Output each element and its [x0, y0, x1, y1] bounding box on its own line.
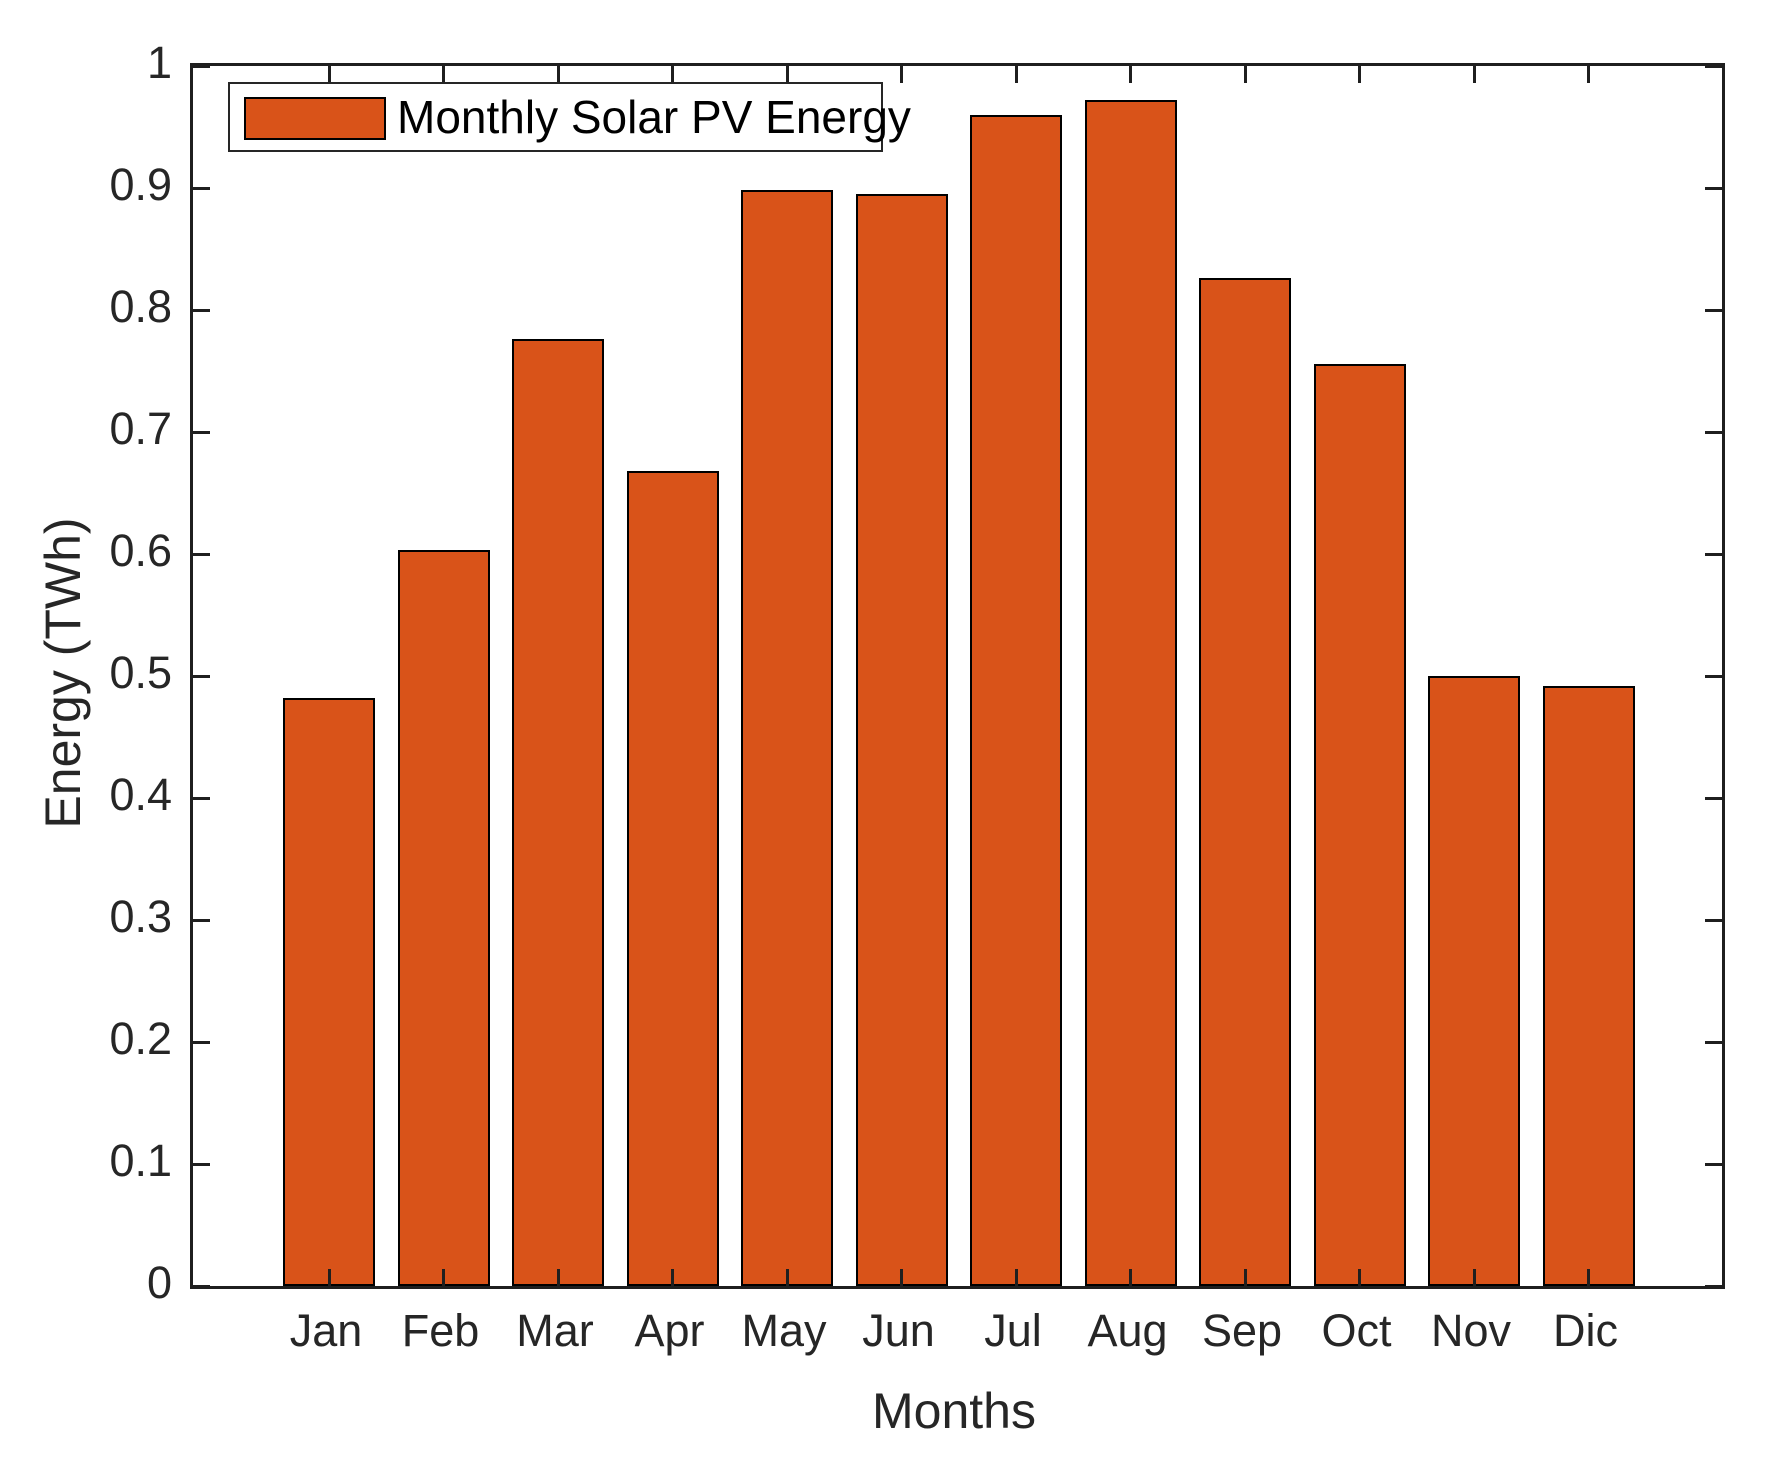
bar-nov — [1428, 676, 1520, 1286]
x-tick-top-may — [785, 66, 789, 83]
x-tick-top-jun — [900, 66, 903, 83]
x-axis-title: Months — [872, 1383, 1036, 1439]
y-tick-left-0.3 — [193, 918, 210, 922]
legend: Monthly Solar PV Energy — [228, 82, 911, 152]
y-tick-right-0.3 — [1705, 918, 1722, 922]
x-tick-bottom-feb — [442, 1269, 445, 1286]
x-tick-label-may: May — [741, 1305, 827, 1356]
y-tick-right-0.4 — [1705, 796, 1722, 800]
x-tick-bottom-may — [785, 1269, 789, 1286]
y-tick-right-0 — [1705, 1284, 1722, 1288]
x-tick-top-dic — [1587, 66, 1590, 83]
y-tick-right-1 — [1705, 64, 1722, 68]
y-tick-left-0 — [193, 1284, 210, 1288]
x-tick-label-dic: Dic — [1553, 1305, 1618, 1356]
x-tick-label-jan: Jan — [289, 1305, 363, 1356]
y-tick-label-0.9: 0.9 — [109, 159, 172, 210]
y-tick-right-0.7 — [1705, 430, 1722, 434]
y-tick-label-0.5: 0.5 — [109, 647, 172, 698]
x-tick-bottom-jan — [327, 1269, 331, 1286]
x-tick-label-mar: Mar — [516, 1305, 594, 1356]
x-tick-label-aug: Aug — [1087, 1305, 1168, 1356]
x-tick-label-jun: Jun — [862, 1305, 935, 1356]
y-tick-label-0.2: 0.2 — [109, 1013, 172, 1064]
y-tick-label-1: 1 — [146, 37, 172, 88]
y-tick-label-0.6: 0.6 — [109, 525, 172, 576]
y-tick-left-0.1 — [193, 1162, 210, 1166]
y-tick-label-0.3: 0.3 — [109, 891, 172, 942]
y-tick-left-0.4 — [193, 796, 210, 800]
x-tick-top-feb — [442, 66, 445, 83]
x-tick-top-oct — [1358, 66, 1361, 83]
bar-apr — [626, 471, 719, 1286]
bar-jul — [970, 114, 1062, 1286]
y-tick-label-0.7: 0.7 — [109, 403, 172, 454]
bar-feb — [397, 550, 490, 1286]
y-tick-left-0.9 — [193, 186, 210, 190]
x-tick-label-feb: Feb — [401, 1305, 480, 1356]
x-tick-top-jan — [327, 66, 331, 83]
x-tick-top-nov — [1472, 66, 1476, 83]
y-tick-label-0: 0 — [146, 1257, 172, 1308]
x-tick-bottom-nov — [1472, 1269, 1476, 1286]
y-tick-left-0.5 — [193, 674, 210, 678]
y-tick-right-0.9 — [1705, 186, 1722, 190]
x-tick-bottom-aug — [1129, 1269, 1132, 1286]
y-tick-right-0.2 — [1705, 1040, 1722, 1044]
bar-may — [741, 190, 833, 1286]
y-tick-label-0.1: 0.1 — [109, 1135, 172, 1186]
bar-jun — [855, 194, 948, 1286]
y-axis-title: Energy (TWh) — [35, 517, 91, 829]
x-tick-top-mar — [556, 66, 560, 83]
x-tick-top-apr — [671, 66, 674, 83]
y-tick-right-0.5 — [1705, 674, 1722, 678]
bar-dic — [1542, 685, 1635, 1286]
legend-label: Monthly Solar PV Energy — [397, 91, 911, 143]
y-tick-label-0.8: 0.8 — [109, 281, 172, 332]
x-tick-label-sep: Sep — [1201, 1305, 1283, 1356]
bar-sep — [1199, 278, 1291, 1286]
y-tick-left-0.8 — [193, 308, 210, 312]
y-tick-left-0.6 — [193, 552, 210, 556]
x-tick-top-jul — [1014, 66, 1018, 83]
y-tick-label-0.4: 0.4 — [109, 769, 172, 820]
y-tick-left-0.7 — [193, 430, 210, 434]
plot-area — [190, 63, 1725, 1289]
bar-jan — [283, 697, 375, 1286]
y-tick-right-0.8 — [1705, 308, 1722, 312]
y-tick-left-0.2 — [193, 1040, 210, 1044]
x-tick-label-apr: Apr — [634, 1305, 705, 1356]
x-tick-bottom-oct — [1358, 1269, 1361, 1286]
bar-oct — [1313, 363, 1406, 1286]
x-tick-bottom-jul — [1014, 1269, 1018, 1286]
x-tick-bottom-sep — [1243, 1269, 1247, 1286]
y-tick-right-0.6 — [1705, 552, 1722, 556]
x-tick-bottom-dic — [1587, 1269, 1590, 1286]
y-tick-right-0.1 — [1705, 1162, 1722, 1166]
bar-aug — [1084, 100, 1177, 1286]
x-tick-top-aug — [1129, 66, 1132, 83]
x-tick-label-oct: Oct — [1321, 1305, 1392, 1356]
y-tick-left-1 — [193, 64, 210, 68]
x-tick-bottom-jun — [900, 1269, 903, 1286]
x-tick-label-nov: Nov — [1430, 1305, 1512, 1356]
x-tick-top-sep — [1243, 66, 1247, 83]
x-tick-bottom-mar — [556, 1269, 560, 1286]
legend-swatch — [244, 97, 386, 140]
x-tick-bottom-apr — [671, 1269, 674, 1286]
x-tick-label-jul: Jul — [984, 1305, 1042, 1356]
bar-mar — [512, 339, 604, 1286]
